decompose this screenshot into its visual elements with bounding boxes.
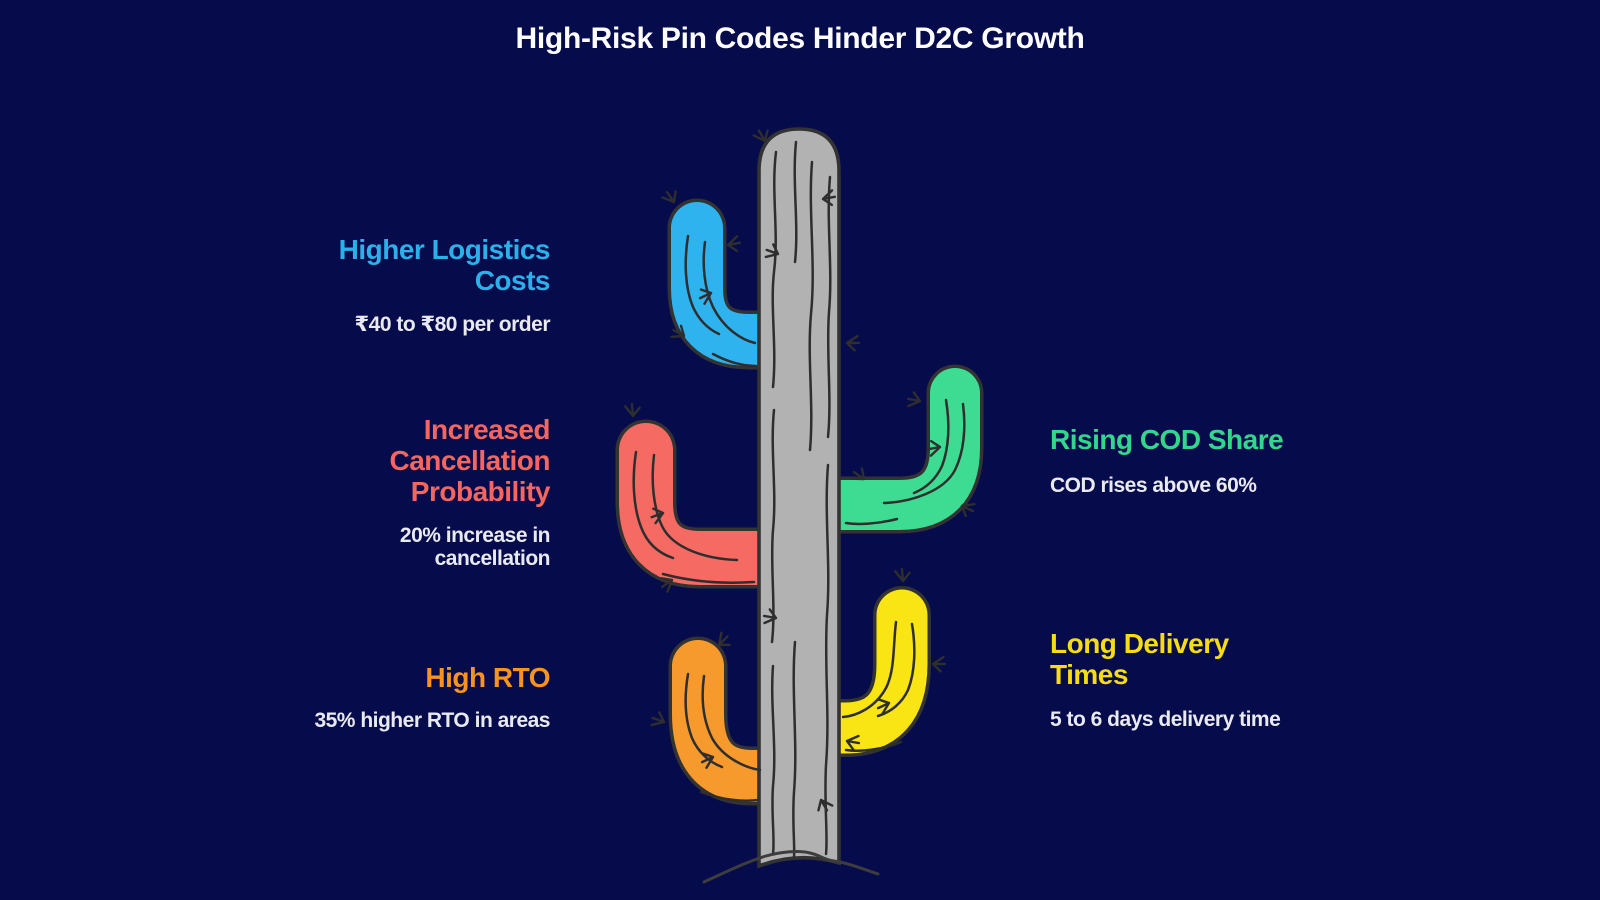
heading-high-rto: High RTO bbox=[425, 662, 550, 693]
detail-higher-logistics-costs: ₹40 to ₹80 per order bbox=[354, 313, 551, 336]
detail-rising-cod-share: COD rises above 60% bbox=[1050, 474, 1257, 497]
arm-line bbox=[701, 674, 762, 772]
arm-line bbox=[844, 517, 899, 526]
arm-line bbox=[661, 572, 756, 584]
arm-line bbox=[912, 398, 950, 495]
page-title: High-Risk Pin Codes Hinder D2C Growth bbox=[515, 22, 1085, 55]
arm-line bbox=[844, 740, 903, 752]
trunk-line bbox=[826, 175, 832, 439]
detail-long-delivery-times: 5 to 6 days delivery time bbox=[1050, 708, 1281, 731]
trunk-line bbox=[793, 140, 798, 264]
trunk-line bbox=[770, 664, 776, 856]
arm-line bbox=[841, 620, 898, 719]
heading-higher-logistics-costs: Higher Logistics Costs bbox=[338, 234, 551, 296]
ground-line bbox=[702, 850, 880, 884]
cactus-trunk-group bbox=[757, 127, 841, 869]
arm-line bbox=[711, 352, 758, 368]
arm-line bbox=[882, 402, 966, 505]
arm-red bbox=[619, 423, 799, 585]
arm-line bbox=[684, 234, 721, 336]
cactus-trunk bbox=[757, 127, 841, 869]
arm-line bbox=[876, 622, 916, 718]
detail-increased-cancellation: 20% increase in cancellation bbox=[399, 524, 551, 570]
arm-line bbox=[632, 450, 675, 560]
heading-increased-cancellation: Increased Cancellation Probability bbox=[389, 414, 551, 507]
arm-line bbox=[699, 790, 760, 802]
heading-long-delivery-times: Long Delivery Times bbox=[1050, 628, 1229, 690]
trunk-line bbox=[792, 640, 797, 860]
trunk-line bbox=[771, 150, 778, 389]
arm-line bbox=[651, 453, 739, 562]
trunk-line bbox=[808, 160, 814, 452]
trunk-line bbox=[770, 408, 776, 644]
arm-line bbox=[702, 240, 757, 345]
arm-green bbox=[803, 368, 980, 530]
heading-rising-cod-share: Rising COD Share bbox=[1050, 424, 1284, 455]
detail-high-rto: 35% higher RTO in areas bbox=[314, 709, 550, 732]
